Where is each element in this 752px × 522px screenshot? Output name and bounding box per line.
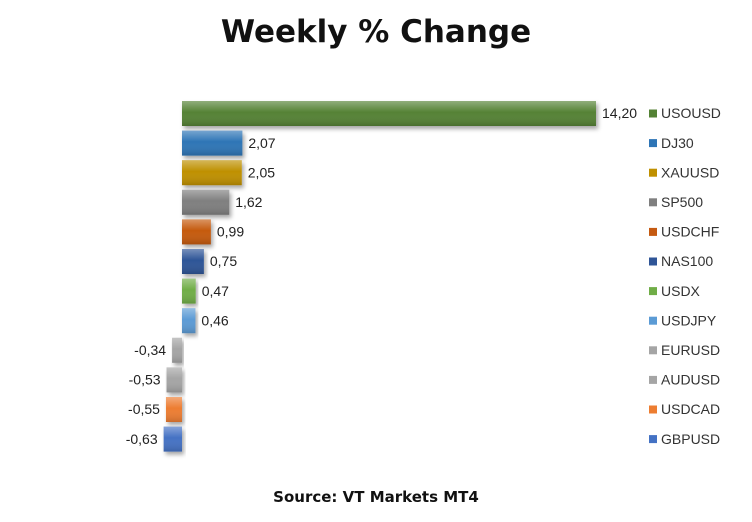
legend-swatch-audusd xyxy=(649,375,657,384)
legend-swatch-usdchf xyxy=(649,227,657,236)
legend-swatch-usdcad xyxy=(649,405,657,414)
bar-usdjpy xyxy=(182,308,196,334)
legend-label-usdjpy: USDJPY xyxy=(661,312,717,328)
legend-label-nas100: NAS100 xyxy=(661,253,713,269)
legend-label-usdx: USDX xyxy=(661,283,701,299)
bar-usdcad xyxy=(165,397,182,422)
value-label-usdchf: 0,99 xyxy=(217,224,244,240)
bar-eurusd xyxy=(172,337,182,363)
legend-swatch-gbpusd xyxy=(649,435,657,444)
bar-usdchf xyxy=(182,219,211,245)
value-label-gbpusd: -0,63 xyxy=(126,431,158,447)
legend-swatch-usdjpy xyxy=(649,316,657,325)
bar-sp500 xyxy=(182,189,230,215)
value-label-usdx: 0,47 xyxy=(202,283,229,299)
legend-swatch-nas100 xyxy=(649,257,657,266)
bar-gbpusd xyxy=(163,426,182,452)
value-label-usousd: 14,20 xyxy=(602,105,637,121)
legend-label-sp500: SP500 xyxy=(661,194,703,210)
legend-label-eurusd: EURUSD xyxy=(661,342,720,358)
legend-label-dj30: DJ30 xyxy=(661,135,694,151)
value-label-sp500: 1,62 xyxy=(235,194,262,210)
legend-label-usdchf: USDCHF xyxy=(661,224,719,240)
legend-label-xauusd: XAUUSD xyxy=(661,164,719,180)
bar-usousd xyxy=(182,101,596,126)
chart-source: Source: VT Markets MT4 xyxy=(273,488,479,506)
bar-nas100 xyxy=(182,249,204,274)
value-label-dj30: 2,07 xyxy=(248,135,275,151)
legend-label-usdcad: USDCAD xyxy=(661,401,720,417)
value-label-xauusd: 2,05 xyxy=(248,164,275,180)
bar-audusd xyxy=(166,367,182,393)
bar-dj30 xyxy=(182,130,243,156)
value-label-eurusd: -0,34 xyxy=(134,342,166,358)
legend-swatch-usousd xyxy=(649,109,657,118)
value-label-audusd: -0,53 xyxy=(129,372,161,388)
legend-swatch-eurusd xyxy=(649,346,657,355)
value-label-nas100: 0,75 xyxy=(210,253,237,269)
bar-usdx xyxy=(182,278,196,304)
chart-title: Weekly % Change xyxy=(220,14,532,50)
legend-label-usousd: USOUSD xyxy=(661,105,721,121)
legend-swatch-dj30 xyxy=(649,139,657,148)
legend-label-audusd: AUDUSD xyxy=(661,372,720,388)
legend-label-gbpusd: GBPUSD xyxy=(661,431,720,447)
value-label-usdcad: -0,55 xyxy=(128,401,160,417)
legend-swatch-usdx xyxy=(649,287,657,296)
bar-xauusd xyxy=(182,160,242,186)
value-label-usdjpy: 0,46 xyxy=(201,312,228,328)
legend-swatch-sp500 xyxy=(649,198,657,207)
legend-swatch-xauusd xyxy=(649,168,657,177)
